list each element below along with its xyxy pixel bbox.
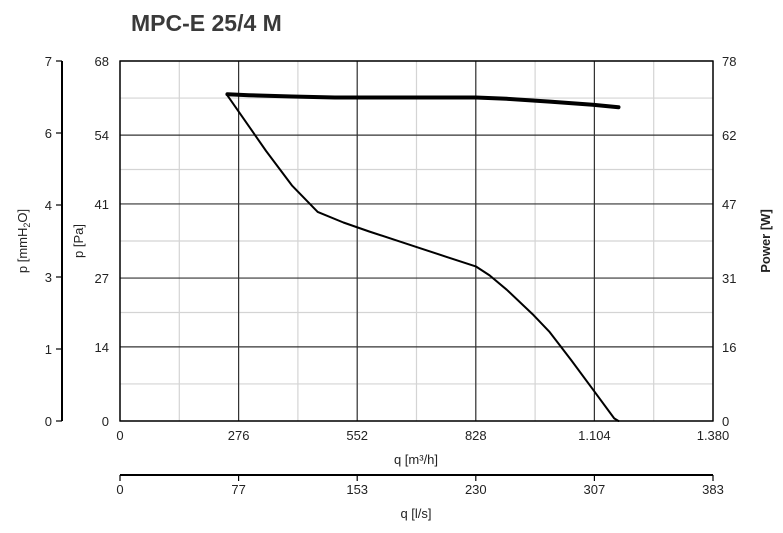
y-right-tick-label: 78 (722, 54, 736, 69)
y-axis-left-outer-label: p [mmH2O] (15, 209, 32, 273)
x-secondary-tick-label: 383 (702, 482, 724, 497)
y-left-tick-label: 41 (95, 197, 109, 212)
y-left-outer-tick-label: 6 (45, 126, 52, 141)
y-left-tick-label: 68 (95, 54, 109, 69)
x-tick-label: 1.380 (697, 428, 730, 443)
x-tick-label: 276 (228, 428, 250, 443)
y-right-tick-label: 62 (722, 128, 736, 143)
x-secondary-tick-label: 0 (116, 482, 123, 497)
y-left-outer-tick-label: 4 (45, 198, 52, 213)
x-secondary-tick-label: 153 (346, 482, 368, 497)
series-layer (225, 92, 621, 422)
x-tick-label: 1.104 (578, 428, 611, 443)
x-tick-label: 828 (465, 428, 487, 443)
pressure-curve (226, 94, 620, 422)
y-left-tick-label: 54 (95, 128, 109, 143)
y-outer-label-main: p [mmH (15, 228, 30, 274)
plot-frame (119, 60, 714, 422)
minor-grid (120, 61, 713, 421)
y-right-tick-label: 16 (722, 340, 736, 355)
y-left-tick-label: 14 (95, 340, 109, 355)
x-axis-secondary-label: q [l/s] (400, 506, 431, 521)
y-left-outer-tick-label: 3 (45, 270, 52, 285)
x-axis-label: q [m³/h] (394, 452, 438, 467)
y-axis-left-label: p [Pa] (71, 224, 86, 258)
y-left-tick-label: 0 (102, 414, 109, 429)
power-curve (225, 92, 621, 110)
y-outer-label-sub: 2 (22, 223, 32, 228)
x-tick-label: 0 (116, 428, 123, 443)
y-right-tick-label: 47 (722, 197, 736, 212)
x-secondary-tick-label: 307 (584, 482, 606, 497)
y-axis-right-label: Power [W] (758, 209, 773, 273)
y-left-outer-tick-label: 7 (45, 54, 52, 69)
y-outer-label-end: O] (15, 209, 30, 223)
x-secondary-tick-label: 230 (465, 482, 487, 497)
y-left-tick-label: 27 (95, 271, 109, 286)
x-tick-label: 552 (346, 428, 368, 443)
y-right-tick-label: 31 (722, 271, 736, 286)
x-secondary-tick-label: 77 (231, 482, 245, 497)
y-right-tick-label: 0 (722, 414, 729, 429)
y-left-outer-tick-label: 0 (45, 414, 52, 429)
y-left-outer-tick-label: 1 (45, 342, 52, 357)
chart-title: MPC-E 25/4 M (131, 10, 282, 36)
